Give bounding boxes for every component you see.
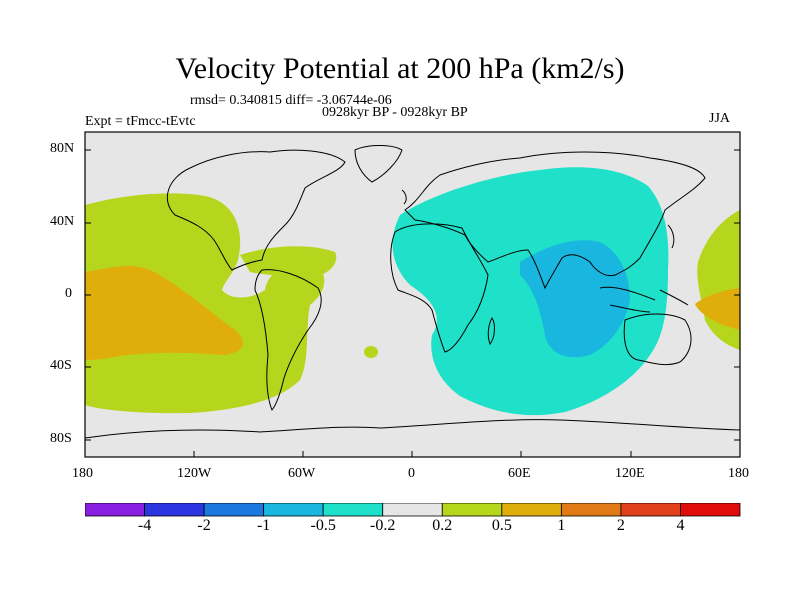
contour-atlantic-blob xyxy=(364,346,378,358)
x-tick-label: 180 xyxy=(728,466,749,481)
colorbar-swatch xyxy=(382,503,443,517)
colorbar-swatch xyxy=(441,503,503,517)
coastline-antarctica xyxy=(85,419,740,439)
colorbar xyxy=(85,503,741,517)
coastline-australia xyxy=(623,313,692,366)
colorbar-label: -0.2 xyxy=(370,517,396,534)
experiment-label: Expt = tFmcc-tEvtc xyxy=(85,114,196,129)
colorbar-swatch xyxy=(203,503,265,517)
contour-pacific-positive xyxy=(85,193,325,414)
colorbar-label: 4 xyxy=(676,517,685,534)
colorbar-label: -2 xyxy=(197,517,211,534)
colorbar-swatch xyxy=(680,503,741,517)
y-tick-label: 80S xyxy=(50,431,72,446)
colorbar-swatch xyxy=(501,503,562,517)
x-tick-label: 180 xyxy=(72,466,93,481)
axis-ticks xyxy=(84,149,741,457)
coastline-japan xyxy=(667,224,675,249)
y-tick-label: 40N xyxy=(50,214,75,229)
season-label: JJA xyxy=(709,111,731,126)
coastline-uk xyxy=(401,189,407,205)
coastline-eurasia xyxy=(404,151,706,290)
colorbar-label: 1 xyxy=(557,517,566,534)
x-tick-label: 0 xyxy=(408,466,415,481)
coastline-indonesia xyxy=(599,286,689,313)
colorbar-label: -1 xyxy=(256,517,271,534)
colorbar-swatch xyxy=(263,503,324,517)
coastline-south-america xyxy=(254,269,322,411)
contour-indopacific-negative xyxy=(392,167,669,416)
x-tick-label: 120W xyxy=(177,466,212,481)
x-tick-label: 120E xyxy=(615,466,645,481)
colorbar-label: 2 xyxy=(616,517,625,534)
coastline-madagascar xyxy=(487,317,495,345)
y-tick-label: 0 xyxy=(65,286,72,301)
colorbar-label: 0.5 xyxy=(491,517,512,534)
period-text: 0928kyr BP - 0928kyr BP xyxy=(322,105,468,120)
colorbar-label: -4 xyxy=(137,517,152,534)
colorbar-swatch xyxy=(85,503,145,517)
colorbar-swatch xyxy=(144,503,205,517)
plot-title: Velocity Potential at 200 hPa (km2/s) xyxy=(175,52,625,85)
colorbar-swatch xyxy=(560,503,622,517)
colorbar-swatch xyxy=(322,503,384,517)
colorbar-label: 0.2 xyxy=(432,517,453,534)
x-tick-label: 60E xyxy=(508,466,531,481)
y-tick-label: 40S xyxy=(50,358,72,373)
coastline-north-america xyxy=(166,149,346,271)
colorbar-label: -0.5 xyxy=(310,517,336,534)
contour-indian-core xyxy=(520,240,630,358)
coastline-africa xyxy=(390,223,489,353)
x-tick-label: 60W xyxy=(288,466,316,481)
contour-east-core xyxy=(695,288,740,330)
coastline-greenland xyxy=(354,145,403,183)
colorbar-swatch xyxy=(620,503,681,517)
contour-pacific-core xyxy=(85,266,243,360)
stats-text: rmsd= 0.340815 diff= -3.06744e-06 xyxy=(190,93,392,108)
y-tick-label: 80N xyxy=(50,141,75,156)
